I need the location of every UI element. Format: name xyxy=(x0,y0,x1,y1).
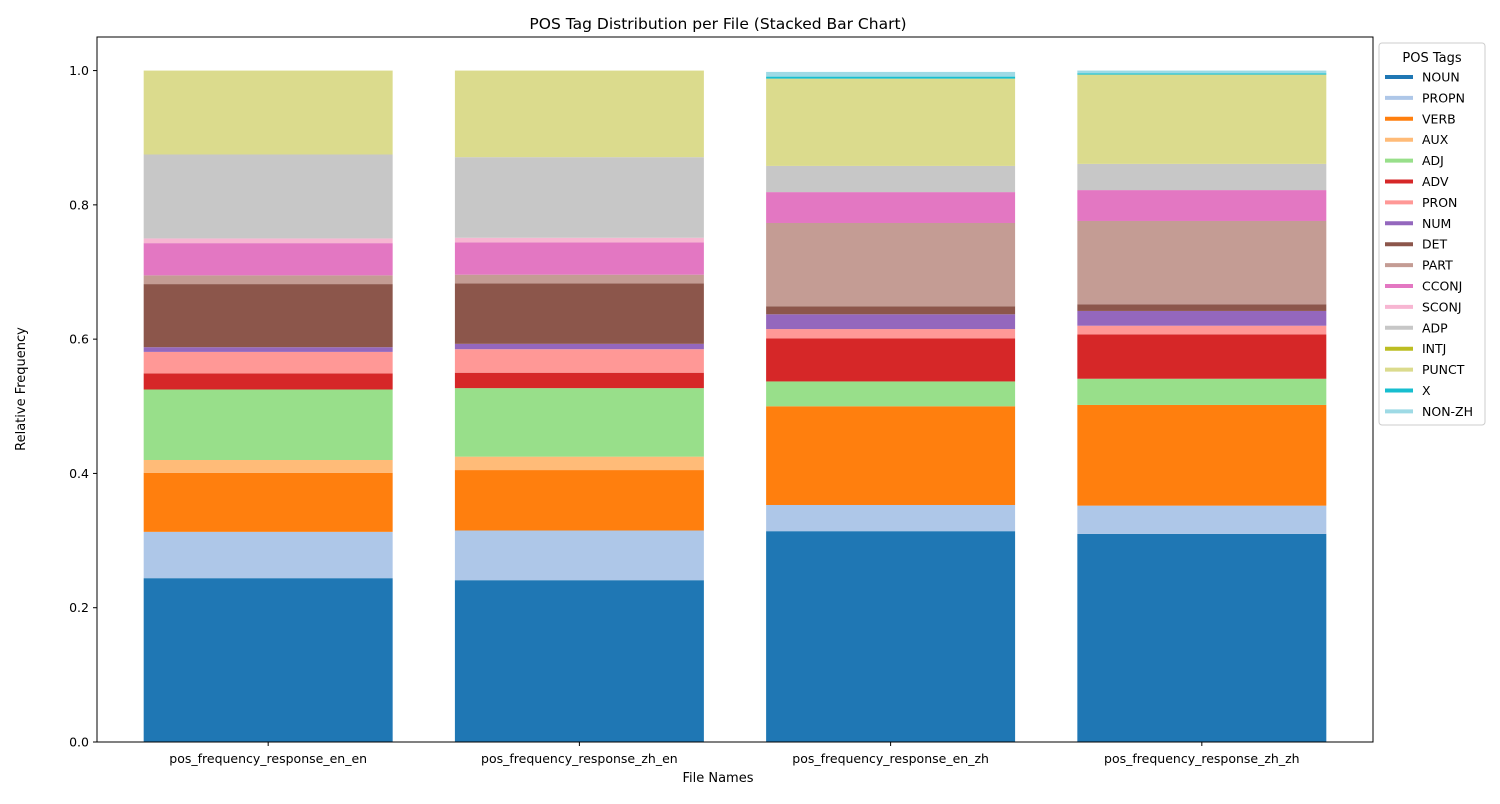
bar-segment-noun-2 xyxy=(766,531,1016,742)
bar-segment-det-0 xyxy=(143,284,393,348)
y-axis-label: Relative Frequency xyxy=(14,327,29,451)
legend: POS Tags NOUN PROPN VERB AUX ADJ ADV PRON NUM DE… xyxy=(1378,42,1486,426)
chart-title: POS Tag Distribution per File (Stacked B… xyxy=(529,15,906,33)
bars-layer xyxy=(143,70,1327,742)
bar-segment-pron-2 xyxy=(766,329,1016,339)
y-tick-label: 0.8 xyxy=(69,197,89,212)
bar-segment-det-1 xyxy=(454,283,704,344)
bar-segment-sconj-1 xyxy=(454,237,704,243)
axes-layer: 0.0 0.2 0.4 0.6 0.8 1.0 pos_frequency_response… xyxy=(69,36,1374,766)
bar-segment-adp-3 xyxy=(1077,163,1327,191)
bar-segment-x-3 xyxy=(1077,73,1327,75)
bar-segment-cconj-0 xyxy=(143,243,393,276)
bar-segment-noun-1 xyxy=(454,580,704,742)
bar-segment-cconj-1 xyxy=(454,242,704,275)
legend-items: NOUN PROPN VERB AUX ADJ ADV PRON NUM DET PART CCON… xyxy=(1385,70,1473,419)
bar-segment-adp-0 xyxy=(143,154,393,239)
legend-label-punct: PUNCT xyxy=(1422,362,1465,377)
bar-segment-adp-2 xyxy=(766,165,1016,193)
legend-label-part: PART xyxy=(1422,258,1453,273)
y-tick-label: 0.0 xyxy=(69,735,89,750)
bar-segment-adj-0 xyxy=(143,389,393,460)
y-tick-label: 0.6 xyxy=(69,332,89,347)
bar-segment-propn-2 xyxy=(766,504,1016,532)
bar-segment-adj-3 xyxy=(1077,378,1327,405)
bar-segment-pron-0 xyxy=(143,351,393,374)
bar-segment-sconj-0 xyxy=(143,238,393,244)
bar-segment-pron-3 xyxy=(1077,325,1327,335)
y-tick-label: 0.2 xyxy=(69,600,89,615)
bar-segment-det-3 xyxy=(1077,304,1327,311)
bar-segment-adj-1 xyxy=(454,388,704,457)
bar-segment-noun-3 xyxy=(1077,533,1327,742)
bar-segment-non-zh-3 xyxy=(1077,70,1327,74)
x-axis-label: File Names xyxy=(682,771,753,786)
bar-segment-num-0 xyxy=(143,347,393,352)
bar-segment-aux-0 xyxy=(143,460,393,473)
bar-segment-part-2 xyxy=(766,222,1016,307)
legend-label-aux: AUX xyxy=(1422,132,1449,147)
plot-frame xyxy=(96,36,1374,743)
bar-segment-part-3 xyxy=(1077,220,1327,305)
legend-label-cconj: CCONJ xyxy=(1422,279,1462,294)
bar-segment-aux-1 xyxy=(454,456,704,471)
bar-segment-punct-2 xyxy=(766,78,1016,166)
x-tick-label: pos_frequency_response_en_zh xyxy=(792,751,989,766)
bar-segment-adv-3 xyxy=(1077,334,1327,379)
bar-segment-num-1 xyxy=(454,343,704,350)
legend-label-x: X xyxy=(1422,383,1431,398)
legend-label-sconj: SCONJ xyxy=(1422,299,1462,314)
bar-segment-adp-1 xyxy=(454,157,704,238)
bar-segment-cconj-3 xyxy=(1077,190,1327,221)
bar-segment-propn-3 xyxy=(1077,505,1327,534)
legend-label-adj: ADJ xyxy=(1422,153,1444,168)
legend-label-intj: INTJ xyxy=(1422,341,1446,356)
legend-label-num: NUM xyxy=(1422,216,1451,231)
legend-label-pron: PRON xyxy=(1422,195,1457,210)
bar-segment-punct-1 xyxy=(454,70,704,158)
bar-segment-punct-0 xyxy=(143,70,393,155)
bar-segment-non-zh-2 xyxy=(766,71,1016,77)
legend-label-non-zh: NON-ZH xyxy=(1422,404,1473,419)
bar-segment-adj-2 xyxy=(766,381,1016,407)
bar-segment-pron-1 xyxy=(454,349,704,373)
bar-segment-verb-0 xyxy=(143,472,393,532)
bar-segment-adv-1 xyxy=(454,372,704,389)
x-tick-label: pos_frequency_response_en_en xyxy=(169,751,367,766)
bar-segment-verb-2 xyxy=(766,406,1016,505)
y-tick-label: 0.4 xyxy=(69,466,89,481)
bar-segment-verb-1 xyxy=(454,470,704,531)
bar-segment-det-2 xyxy=(766,306,1016,315)
x-tick-label: pos_frequency_response_zh_zh xyxy=(1104,751,1300,766)
bar-segment-part-1 xyxy=(454,274,704,284)
bar-segment-part-0 xyxy=(143,275,393,285)
legend-label-propn: PROPN xyxy=(1422,90,1465,105)
legend-label-noun: NOUN xyxy=(1422,70,1460,85)
legend-label-det: DET xyxy=(1422,237,1448,252)
bar-segment-verb-3 xyxy=(1077,404,1327,506)
x-tick-label: pos_frequency_response_zh_en xyxy=(481,751,678,766)
legend-label-adv: ADV xyxy=(1422,174,1449,189)
bar-segment-propn-0 xyxy=(143,531,393,579)
legend-title: POS Tags xyxy=(1402,51,1461,66)
bar-segment-num-3 xyxy=(1077,310,1327,326)
y-tick-label: 1.0 xyxy=(69,63,89,78)
bar-segment-num-2 xyxy=(766,314,1016,330)
bar-segment-punct-3 xyxy=(1077,74,1327,164)
bar-segment-x-2 xyxy=(766,76,1016,79)
bar-segment-noun-0 xyxy=(143,578,393,742)
bar-segment-adv-2 xyxy=(766,338,1016,382)
bar-segment-cconj-2 xyxy=(766,192,1016,223)
bar-segment-adv-0 xyxy=(143,373,393,390)
legend-label-adp: ADP xyxy=(1422,320,1448,335)
legend-label-verb: VERB xyxy=(1422,111,1456,126)
bar-segment-propn-1 xyxy=(454,530,704,581)
